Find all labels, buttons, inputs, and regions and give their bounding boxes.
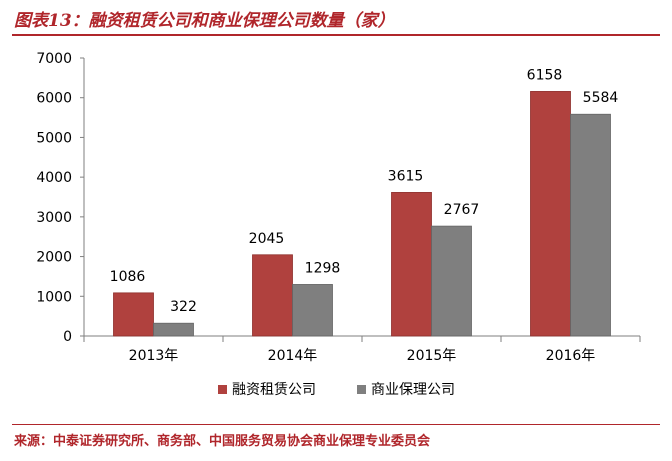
data-label: 6158 [527,67,563,83]
bar-chart: 0 1000 2000 3000 4000 5000 6000 7000 2013年 2014年 2… [36,51,641,398]
data-label: 5584 [583,90,619,106]
bar-factoring [153,322,194,337]
y-tick-label: 6000 [36,91,72,107]
data-label: 1086 [110,269,146,285]
y-tick-label: 1000 [36,289,72,305]
source-note: 来源：中泰证券研究所、商务部、中国服务贸易协会商业保理专业委员会 [14,434,431,449]
x-tick-label: 2013年 [129,348,179,364]
bar-factoring [431,225,472,337]
y-tick-label: 5000 [36,130,72,146]
bar-leasing [530,91,571,337]
bar-leasing [113,292,154,337]
x-tick-label: 2014年 [268,348,318,364]
y-tick-label: 0 [63,329,72,345]
y-tick-label: 4000 [36,170,72,186]
y-tick-label: 7000 [36,51,72,67]
bar-leasing [391,192,432,337]
y-tick-label: 3000 [36,210,72,226]
data-label: 322 [170,299,197,315]
x-tick-label: 2016年 [546,348,596,364]
y-tick-label: 2000 [36,250,72,266]
title-rule [12,34,660,36]
source-rule [12,424,660,425]
legend-label: 商业保理公司 [371,382,455,398]
data-label: 2767 [444,202,480,218]
data-label: 1298 [305,260,341,276]
x-tick-label: 2015年 [407,348,457,364]
legend-swatch [357,385,366,394]
bar-leasing [252,254,293,337]
bar-factoring [292,284,333,337]
bar-factoring [570,113,611,337]
legend-label: 融资租赁公司 [232,382,316,398]
legend-swatch [218,385,227,394]
data-label: 2045 [249,231,285,247]
chart-title: 图表13：融资租赁公司和商业保理公司数量（家） [14,11,395,31]
data-label: 3615 [388,168,424,184]
